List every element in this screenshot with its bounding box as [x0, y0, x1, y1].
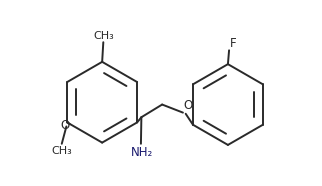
Text: F: F — [230, 37, 237, 50]
Text: NH₂: NH₂ — [131, 146, 153, 159]
Text: O: O — [184, 99, 193, 112]
Text: CH₃: CH₃ — [52, 146, 72, 156]
Text: CH₃: CH₃ — [93, 31, 114, 41]
Text: O: O — [60, 119, 69, 132]
